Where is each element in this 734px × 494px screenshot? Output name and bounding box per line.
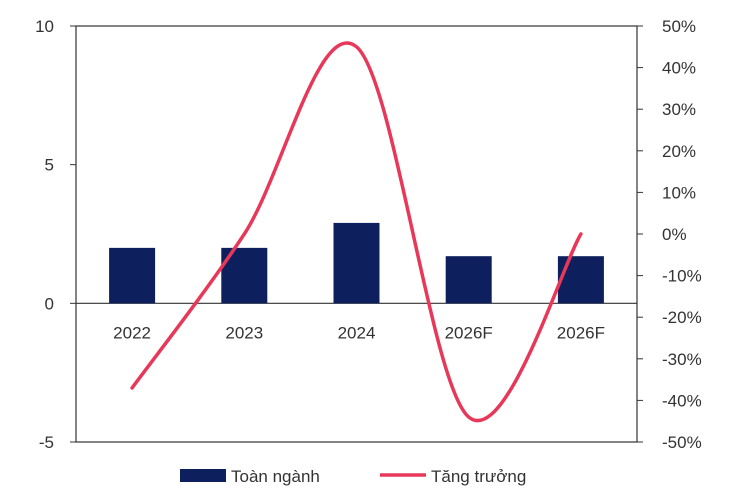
y2-tick-label: 50% <box>662 17 696 36</box>
y2-tick-label: -40% <box>662 391 702 410</box>
y2-tick-label: 10% <box>662 183 696 202</box>
bar <box>333 222 380 304</box>
growth-line <box>130 41 583 423</box>
y2-tick-label: 20% <box>662 142 696 161</box>
y2-tick-label: 0% <box>662 225 687 244</box>
bars-group <box>109 222 604 304</box>
legend: Toàn ngành Tăng trưởng <box>180 467 526 486</box>
category-label: 2026F <box>557 323 605 342</box>
legend-label-bar: Toàn ngành <box>231 467 320 486</box>
category-label: 2022 <box>113 323 151 342</box>
legend-swatch-bar <box>180 469 226 482</box>
category-label: 2024 <box>338 323 376 342</box>
right-axis-ticks: -50% -40% -30% -20% -10% 0% 10% 20% 30% 40% 50% <box>637 17 702 452</box>
y2-tick-label: 30% <box>662 100 696 119</box>
y-tick-label: 0 <box>45 294 54 313</box>
y-tick-label: 5 <box>45 156 54 175</box>
y-tick-label: -5 <box>39 433 54 452</box>
legend-label-line: Tăng trưởng <box>431 467 526 486</box>
y2-tick-label: -10% <box>662 267 702 286</box>
bar <box>445 256 492 304</box>
left-axis-ticks: -5 0 5 10 <box>35 17 76 452</box>
category-labels: 2022 2023 2024 2026F 2026F <box>113 323 605 342</box>
y2-tick-label: 40% <box>662 59 696 78</box>
y2-tick-label: -20% <box>662 308 702 327</box>
category-label: 2026F <box>445 323 493 342</box>
bar <box>109 247 156 304</box>
bar <box>557 256 604 304</box>
y2-tick-label: -50% <box>662 433 702 452</box>
line-group <box>130 41 583 423</box>
y-tick-label: 10 <box>35 17 54 36</box>
y2-tick-label: -30% <box>662 350 702 369</box>
category-label: 2023 <box>225 323 263 342</box>
